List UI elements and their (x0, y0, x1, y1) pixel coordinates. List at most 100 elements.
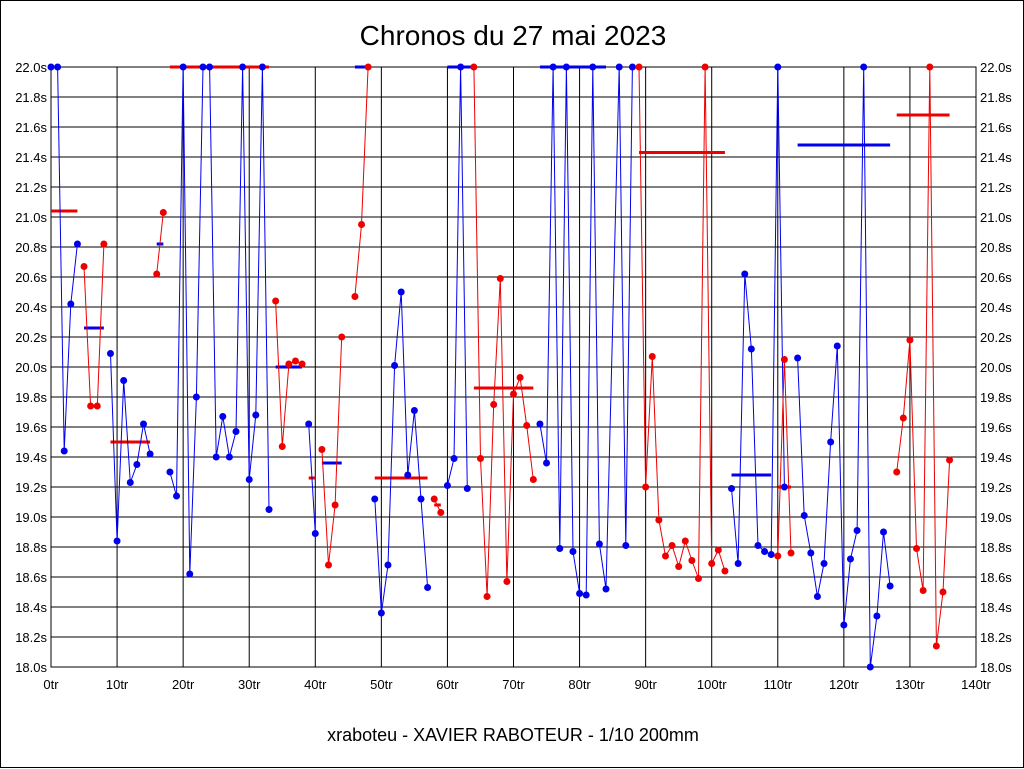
data-point (146, 450, 154, 458)
data-point (384, 561, 392, 569)
data-point (133, 461, 141, 468)
y-tick-label-right: 20.8s (980, 240, 1012, 255)
data-point (437, 509, 445, 516)
y-tick-label-left: 21.2s (15, 180, 47, 195)
data-point (278, 443, 286, 450)
data-point (946, 456, 954, 464)
data-point (73, 240, 81, 248)
y-tick-label-left: 21.6s (15, 120, 47, 135)
x-tick-label: 10tr (106, 677, 129, 692)
data-point (166, 468, 174, 476)
data-point (529, 476, 537, 483)
data-point (635, 63, 643, 71)
y-tick-label-left: 18.8s (15, 540, 47, 555)
data-point (701, 63, 709, 71)
plot-border (50, 66, 977, 668)
series-line (51, 66, 78, 452)
data-point (860, 63, 868, 71)
data-point (470, 63, 478, 71)
y-tick-label-left: 20.8s (15, 240, 47, 255)
data-point (787, 549, 795, 557)
data-point (747, 345, 755, 353)
data-point (827, 438, 835, 446)
data-point (668, 542, 676, 549)
series-line (896, 66, 951, 647)
data-point (252, 411, 260, 419)
data-point (846, 555, 854, 563)
data-point (325, 561, 332, 569)
data-point (516, 374, 524, 381)
series-line (473, 66, 534, 597)
data-points (47, 63, 954, 671)
data-point (100, 240, 108, 248)
data-point (602, 585, 610, 593)
data-point (291, 357, 299, 365)
data-point (391, 362, 399, 369)
data-point (364, 63, 372, 71)
y-tick-label-left: 21.0s (15, 210, 47, 225)
data-point (536, 420, 544, 428)
x-tick-label: 0tr (43, 677, 59, 692)
data-point (840, 621, 848, 629)
y-tick-label-left: 20.0s (15, 360, 47, 375)
y-tick-label-right: 18.8s (980, 540, 1012, 555)
x-tick-labels: 0tr 10tr 20tr 30tr 40tr 50tr 60tr 70tr 80tr 90tr 1… (43, 677, 991, 692)
series-line (539, 66, 633, 596)
data-point (754, 542, 762, 549)
data-point (476, 455, 484, 462)
series-line (321, 336, 343, 566)
y-tick-label-right: 21.6s (980, 120, 1012, 135)
data-point (761, 548, 769, 555)
y-tick-label-left: 19.0s (15, 510, 47, 525)
data-point (159, 209, 167, 216)
y-tick-label-right: 22.0s (980, 60, 1012, 75)
data-point (397, 288, 405, 296)
data-point (258, 63, 266, 71)
data-point (206, 63, 214, 71)
y-tick-label-right: 21.8s (980, 90, 1012, 105)
data-point (232, 428, 240, 435)
data-point (728, 485, 736, 492)
y-tick-label-left: 18.2s (15, 630, 47, 645)
data-point (106, 350, 114, 357)
y-tick-label-left: 18.0s (15, 660, 47, 675)
data-point (595, 540, 603, 548)
data-point (417, 495, 425, 503)
data-point (358, 221, 366, 228)
y-tick-label-left: 22.0s (15, 60, 47, 75)
y-tick-label-left: 18.4s (15, 600, 47, 615)
data-point (285, 360, 293, 368)
data-point (225, 453, 233, 461)
data-point (932, 642, 940, 650)
x-tick-label: 20tr (172, 677, 195, 692)
data-point (113, 537, 121, 545)
data-point (661, 552, 669, 560)
data-point (67, 300, 75, 308)
data-point (543, 459, 551, 467)
data-point (199, 63, 207, 71)
x-tick-label: 70tr (502, 677, 525, 692)
data-point (906, 336, 914, 344)
data-point (80, 263, 88, 270)
x-tick-label: 120tr (829, 677, 859, 692)
y-tick-label-left: 18.6s (15, 570, 47, 585)
data-point (780, 483, 788, 491)
data-point (919, 587, 927, 594)
data-point (173, 492, 181, 500)
series-line (308, 423, 316, 534)
data-point (212, 453, 220, 461)
x-tick-label: 140tr (961, 677, 991, 692)
data-point (886, 582, 894, 590)
data-point (87, 402, 95, 410)
data-point (272, 297, 280, 305)
data-point (457, 63, 465, 71)
x-tick-label: 80tr (568, 677, 591, 692)
data-point (913, 545, 921, 552)
data-point (681, 537, 689, 545)
data-point (767, 551, 775, 558)
y-tick-labels: 18.0s 18.0s 18.2s 18.2s 18.4s 18.4s 18.6s 18.6s… (15, 60, 1012, 675)
data-point (338, 333, 346, 341)
y-tick-label-right: 19.6s (980, 420, 1012, 435)
y-tick-label-right: 18.6s (980, 570, 1012, 585)
